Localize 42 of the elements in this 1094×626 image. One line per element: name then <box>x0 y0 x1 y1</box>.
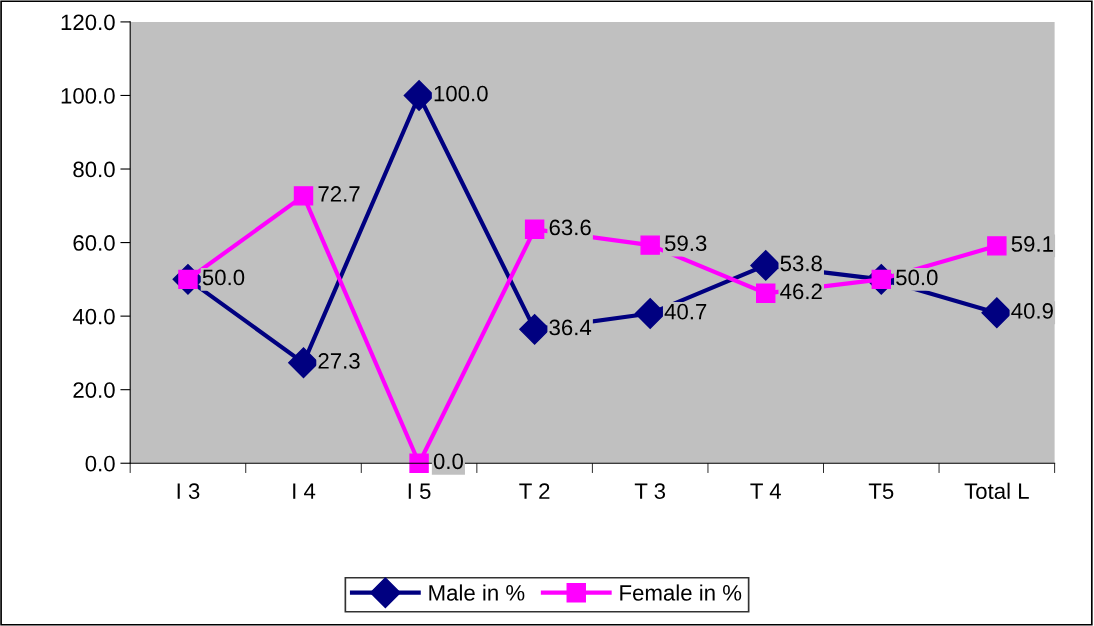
data-label: 40.9 <box>1011 303 1053 319</box>
data-label: 50.0 <box>202 269 245 286</box>
y-tick-label: 120.0 <box>61 14 115 31</box>
data-label: 59.1 <box>1011 236 1053 252</box>
point <box>640 235 660 255</box>
y-tick-label: 0.0 <box>85 455 115 472</box>
data-label: 53.8 <box>780 255 822 272</box>
data-label: 0.0 <box>433 453 463 470</box>
point <box>987 236 1007 256</box>
legend-label: Female in % <box>620 584 742 601</box>
x-tick-label: I 3 <box>177 483 200 500</box>
y-tick-label: 40.0 <box>72 308 115 325</box>
data-label: 40.7 <box>664 303 707 320</box>
data-label: 46.2 <box>780 283 822 300</box>
data-label: 27.3 <box>318 353 360 369</box>
point <box>293 186 314 206</box>
x-tick-label: T 3 <box>634 483 666 500</box>
data-label: 36.4 <box>549 319 592 336</box>
point <box>409 453 429 473</box>
x-tick-label: I 4 <box>293 483 316 499</box>
point <box>756 283 776 304</box>
legend-label: Male in % <box>429 584 525 601</box>
y-tick-label: 20.0 <box>73 382 115 398</box>
point <box>403 80 435 111</box>
x-tick-label: T 4 <box>750 483 781 499</box>
x-tick-label: Total L <box>964 482 1029 500</box>
data-label: 50.0 <box>896 269 938 286</box>
data-label: 100.0 <box>434 85 488 102</box>
data-label: 59.3 <box>664 235 707 252</box>
x-tick-label: T5 <box>868 483 894 500</box>
y-tick-label: 60.0 <box>73 235 115 251</box>
y-tick-label: 100.0 <box>61 88 115 104</box>
data-label: 72.7 <box>318 186 360 202</box>
y-tick-label: 80.0 <box>73 161 115 178</box>
point <box>634 298 666 329</box>
point <box>981 297 1013 329</box>
data-label: 63.6 <box>549 219 591 236</box>
x-tick-label: T 2 <box>519 483 550 499</box>
point <box>524 219 545 240</box>
x-tick-label: I 5 <box>408 483 431 500</box>
point <box>288 347 319 379</box>
point <box>750 249 782 281</box>
